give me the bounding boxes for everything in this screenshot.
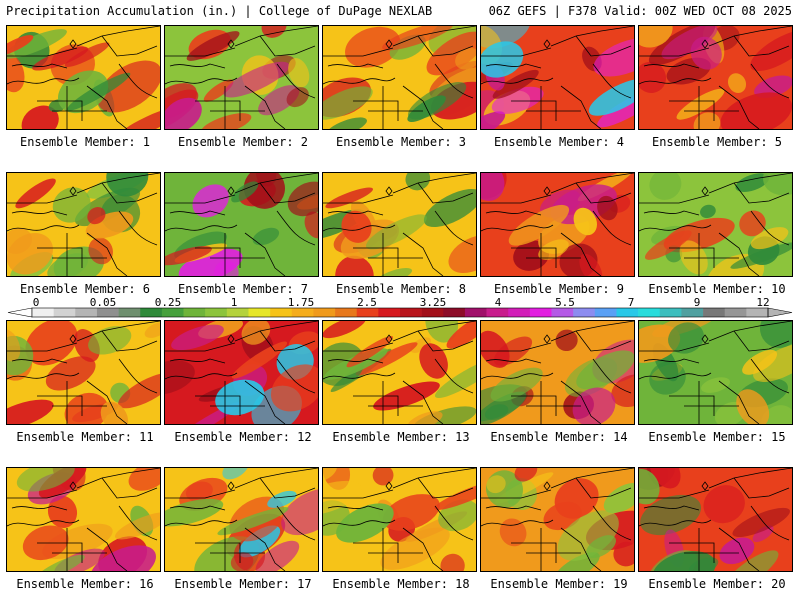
- colorbar-swatch: [616, 308, 639, 317]
- ensemble-member-label-6: Ensemble Member: 6: [19, 282, 151, 296]
- ensemble-member-map-6: [6, 172, 161, 277]
- ensemble-member-label-7: Ensemble Member: 7: [177, 282, 309, 296]
- ensemble-member-map-16: [6, 467, 161, 572]
- colorbar-swatch: [205, 308, 228, 317]
- colorbar-tick-label: 1: [230, 296, 238, 309]
- colorbar-swatch: [118, 308, 141, 317]
- colorbar-swatch: [443, 308, 466, 317]
- colorbar-swatch: [75, 308, 98, 317]
- colorbar-swatch: [486, 308, 509, 317]
- ensemble-member-map-8: [322, 172, 477, 277]
- colorbar-swatch: [573, 308, 596, 317]
- colorbar-tick-label: 7: [627, 296, 635, 309]
- colorbar-swatch: [291, 308, 314, 317]
- colorbar-left-arrow: [7, 307, 33, 318]
- colorbar-swatch: [335, 308, 358, 317]
- colorbar-tick-label: 1.75: [287, 296, 315, 309]
- ensemble-member-map-14: [480, 320, 635, 425]
- colorbar-swatch: [183, 308, 206, 317]
- colorbar-tick-label: 0.25: [154, 296, 182, 309]
- colorbar-swatch: [659, 308, 682, 317]
- colorbar-swatch: [356, 308, 379, 317]
- colorbar-swatch: [96, 308, 119, 317]
- header-run-info: 06Z GEFS | F378 Valid: 00Z WED OCT 08 20…: [488, 4, 792, 18]
- colorbar-swatch: [551, 308, 574, 317]
- ensemble-member-map-5: [638, 25, 793, 130]
- ensemble-member-label-11: Ensemble Member: 11: [16, 430, 154, 444]
- ensemble-member-label-9: Ensemble Member: 9: [493, 282, 625, 296]
- ensemble-member-map-20: [638, 467, 793, 572]
- ensemble-member-label-8: Ensemble Member: 8: [335, 282, 467, 296]
- colorbar-swatch: [594, 308, 617, 317]
- ensemble-member-map-17: [164, 467, 319, 572]
- ensemble-member-label-13: Ensemble Member: 13: [332, 430, 470, 444]
- colorbar-swatch: [248, 308, 271, 317]
- colorbar-tick-label: 4: [494, 296, 502, 309]
- colorbar-swatch: [508, 308, 531, 317]
- colorbar-swatch: [638, 308, 661, 317]
- ensemble-member-map-3: [322, 25, 477, 130]
- colorbar-swatch: [270, 308, 293, 317]
- ensemble-member-label-20: Ensemble Member: 20: [648, 577, 786, 591]
- colorbar-tick-label: 0.05: [89, 296, 117, 309]
- colorbar-swatch: [681, 308, 704, 317]
- ensemble-member-label-12: Ensemble Member: 12: [174, 430, 312, 444]
- ensemble-member-label-3: Ensemble Member: 3: [335, 135, 467, 149]
- ensemble-member-map-11: [6, 320, 161, 425]
- ensemble-member-map-1: [6, 25, 161, 130]
- colorbar-tick-label: 3.25: [419, 296, 447, 309]
- ensemble-member-label-18: Ensemble Member: 18: [332, 577, 470, 591]
- ensemble-member-map-2: [164, 25, 319, 130]
- colorbar: 0 0.05 0.25 1 1.75 2.5 3.25 4 5.5 7 9 12: [0, 296, 800, 318]
- ensemble-member-label-14: Ensemble Member: 14: [490, 430, 628, 444]
- colorbar-right-arrow: [767, 307, 793, 318]
- colorbar-tick-label: 2.5: [357, 296, 377, 309]
- ensemble-member-label-15: Ensemble Member: 15: [648, 430, 786, 444]
- colorbar-tick-label: 9: [693, 296, 701, 309]
- ensemble-member-label-4: Ensemble Member: 4: [493, 135, 625, 149]
- ensemble-member-label-2: Ensemble Member: 2: [177, 135, 309, 149]
- ensemble-member-map-19: [480, 467, 635, 572]
- colorbar-tick-label: 5.5: [555, 296, 575, 309]
- ensemble-member-label-19: Ensemble Member: 19: [490, 577, 628, 591]
- colorbar-swatch: [53, 308, 76, 317]
- ensemble-member-map-4: [480, 25, 635, 130]
- ensemble-member-label-17: Ensemble Member: 17: [174, 577, 312, 591]
- colorbar-swatch: [161, 308, 184, 317]
- colorbar-swatch: [464, 308, 487, 317]
- ensemble-member-map-12: [164, 320, 319, 425]
- ensemble-member-label-1: Ensemble Member: 1: [19, 135, 151, 149]
- colorbar-swatch: [378, 308, 401, 317]
- ensemble-member-map-13: [322, 320, 477, 425]
- colorbar-swatch: [400, 308, 422, 317]
- colorbar-tick-label: 0: [32, 296, 40, 309]
- colorbar-swatch: [703, 308, 726, 317]
- ensemble-member-map-9: [480, 172, 635, 277]
- ensemble-member-label-5: Ensemble Member: 5: [651, 135, 783, 149]
- colorbar-swatch: [746, 308, 769, 317]
- colorbar-swatch: [32, 308, 54, 317]
- ensemble-member-label-10: Ensemble Member: 10: [648, 282, 786, 296]
- colorbar-tick-label: 12: [756, 296, 770, 309]
- colorbar-swatch: [140, 308, 163, 317]
- colorbar-swatch: [529, 308, 552, 317]
- ensemble-member-map-10: [638, 172, 793, 277]
- ensemble-member-label-16: Ensemble Member: 16: [16, 577, 154, 591]
- colorbar-swatch: [226, 308, 249, 317]
- ensemble-member-map-15: [638, 320, 793, 425]
- colorbar-swatch: [313, 308, 336, 317]
- header-title: Precipitation Accumulation (in.) | Colle…: [6, 4, 433, 18]
- colorbar-swatch: [724, 308, 747, 317]
- ensemble-member-map-18: [322, 467, 477, 572]
- ensemble-member-map-7: [164, 172, 319, 277]
- colorbar-swatch: [421, 308, 444, 317]
